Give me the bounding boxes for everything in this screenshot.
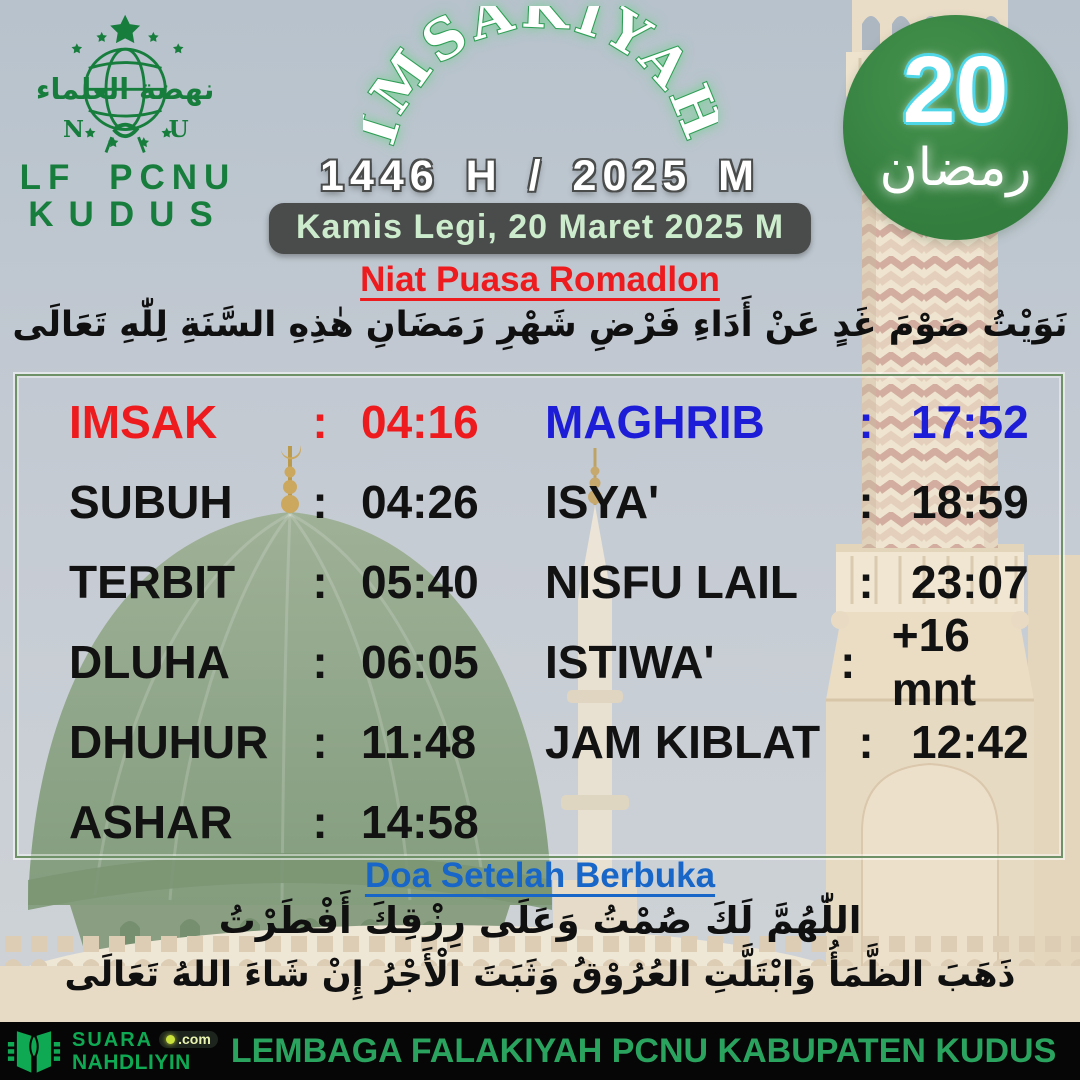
prayer-name: DHUHUR bbox=[69, 716, 269, 768]
doa-arabic-line1: اللّٰهُمَّ لَكَ صُمْتُ وَعَلَى رِزْقِكَ … bbox=[218, 899, 862, 942]
prayer-row-isya: ISYA' : 18:59 bbox=[545, 462, 1057, 542]
org-name-line2: KUDUS bbox=[28, 195, 228, 234]
ramadan-month-arabic: رمضان bbox=[879, 138, 1032, 198]
time-separator: : bbox=[858, 716, 874, 768]
prayer-time: 05:40 bbox=[361, 556, 479, 608]
media-name-nahdliyin: NAHDLIYIN bbox=[72, 1050, 191, 1074]
doa-title: Doa Setelah Berbuka bbox=[364, 856, 716, 895]
prayer-time: 23:07 bbox=[911, 556, 1029, 608]
niat-title: Niat Puasa Romadlon bbox=[360, 260, 720, 299]
dotcom-dot-icon bbox=[166, 1034, 176, 1044]
prayer-row-ashar: ASHAR : 14:58 bbox=[69, 782, 529, 862]
prayer-time: 04:16 bbox=[361, 396, 479, 448]
time-separator: : bbox=[858, 556, 874, 608]
prayer-name: TERBIT bbox=[69, 556, 236, 608]
time-separator: : bbox=[840, 636, 856, 688]
prayer-row-istiwa: ISTIWA' : +16 mnt bbox=[545, 609, 1057, 715]
minaret-small bbox=[553, 448, 637, 960]
prayer-column-right: MAGHRIB : 17:52 ISYA' : 18:59 NISFU LAIL… bbox=[545, 382, 1057, 782]
prayer-time: +16 mnt bbox=[891, 609, 977, 715]
time-separator: : bbox=[858, 476, 874, 528]
ramadan-day-number: 20 bbox=[902, 37, 1009, 143]
org-name-line1: LF PCNU bbox=[19, 158, 237, 197]
prayer-row-subuh: SUBUH : 04:26 bbox=[69, 462, 529, 542]
prayer-times-table: IMSAK : 04:16 SUBUH : 04:26 TERBIT : 05:… bbox=[15, 374, 1063, 858]
footer-bar: SUARA .com NAHDLIYIN LEMBAGA FALAKIYAH P… bbox=[0, 1022, 1080, 1080]
time-separator: : bbox=[312, 556, 328, 608]
time-separator: : bbox=[312, 396, 328, 448]
prayer-name: DLUHA bbox=[69, 636, 230, 688]
prayer-name: ISYA' bbox=[545, 476, 660, 528]
time-separator: : bbox=[312, 636, 328, 688]
prayer-name: MAGHRIB bbox=[545, 396, 765, 448]
title-imsakiyah: IMSAKIYAH bbox=[363, 6, 718, 153]
prayer-name: ISTIWA' bbox=[545, 636, 715, 688]
dotcom-badge: .com bbox=[159, 1031, 218, 1048]
prayer-time: 12:42 bbox=[911, 716, 1029, 768]
nu-logo: نهضة العلماء N U bbox=[36, 14, 215, 153]
prayer-time: 06:05 bbox=[361, 636, 479, 688]
prayer-row-imsak: IMSAK : 04:16 bbox=[69, 382, 529, 462]
svg-text:IMSAKIYAH: IMSAKIYAH bbox=[363, 6, 718, 152]
media-name-suara: SUARA bbox=[72, 1028, 154, 1051]
prayer-row-nisfu-lail: NISFU LAIL : 23:07 bbox=[545, 542, 1057, 622]
date-badge: Kamis Legi, 20 Maret 2025 M bbox=[268, 203, 812, 254]
prayer-time: 11:48 bbox=[361, 716, 477, 768]
time-separator: : bbox=[312, 476, 328, 528]
time-separator: : bbox=[312, 716, 328, 768]
niat-arabic-text: نَوَيْتُ صَوْمَ غَدٍ عَنْ أَدَاءِ فَرْضِ… bbox=[12, 305, 1068, 345]
prayer-row-terbit: TERBIT : 05:40 bbox=[69, 542, 529, 622]
time-separator: : bbox=[312, 796, 328, 848]
prayer-time: 17:52 bbox=[911, 396, 1029, 448]
title-imsakiyah-text: IMSAKIYAH bbox=[363, 6, 718, 153]
year-line: 1446 H / 2025 M bbox=[320, 152, 760, 200]
prayer-column-left: IMSAK : 04:16 SUBUH : 04:26 TERBIT : 05:… bbox=[69, 382, 529, 862]
prayer-name: SUBUH bbox=[69, 476, 233, 528]
time-separator: : bbox=[858, 396, 874, 448]
prayer-time: 14:58 bbox=[361, 796, 479, 848]
prayer-name: ASHAR bbox=[69, 796, 233, 848]
doa-arabic-line2: ذَهَبَ الظَّمَأُ وَابْتَلَّتِ العُرُوْقُ… bbox=[64, 955, 1016, 995]
media-wordmark: SUARA .com NAHDLIYIN bbox=[72, 1030, 218, 1073]
prayer-time: 18:59 bbox=[911, 476, 1029, 528]
suara-nahdliyin-logo bbox=[7, 1031, 61, 1073]
prayer-name: IMSAK bbox=[69, 396, 218, 448]
dotcom-text: .com bbox=[178, 1031, 211, 1047]
prayer-row-dhuhur: DHUHUR : 11:48 bbox=[69, 702, 529, 782]
prayer-row-jam-kiblat: JAM KIBLAT : 12:42 bbox=[545, 702, 1057, 782]
prayer-time: 04:26 bbox=[361, 476, 479, 528]
footer-org-title: LEMBAGA FALAKIYAH PCNU KABUPATEN KUDUS bbox=[230, 1031, 1057, 1070]
ramadan-day-circle: 20 رمضان bbox=[843, 15, 1068, 240]
nu-letter-u: U bbox=[169, 116, 189, 143]
prayer-row-dluha: DLUHA : 06:05 bbox=[69, 622, 529, 702]
nu-calligraphy: نهضة العلماء bbox=[36, 72, 215, 106]
prayer-name: NISFU LAIL bbox=[545, 556, 798, 608]
prayer-name: JAM KIBLAT bbox=[545, 716, 821, 768]
prayer-row-maghrib: MAGHRIB : 17:52 bbox=[545, 382, 1057, 462]
nu-letter-n: N bbox=[63, 116, 84, 143]
